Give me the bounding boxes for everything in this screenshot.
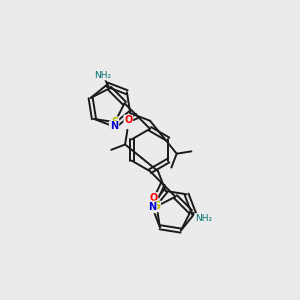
Text: S: S bbox=[153, 201, 160, 211]
Text: N: N bbox=[110, 122, 118, 131]
Text: S: S bbox=[111, 117, 118, 127]
Text: O: O bbox=[124, 116, 132, 125]
Text: O: O bbox=[149, 193, 158, 203]
Text: NH₂: NH₂ bbox=[195, 214, 212, 223]
Text: NH₂: NH₂ bbox=[94, 71, 111, 80]
Text: N: N bbox=[148, 202, 156, 212]
